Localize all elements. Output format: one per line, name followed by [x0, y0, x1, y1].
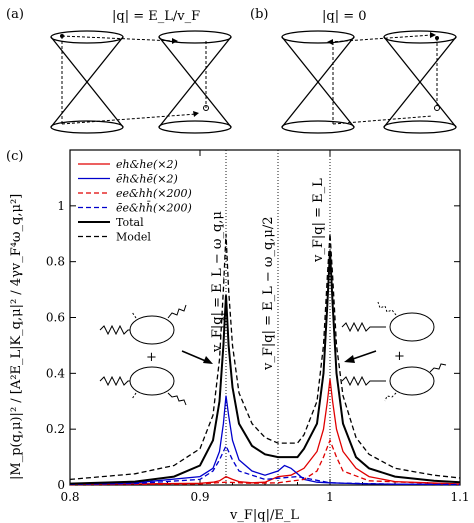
y-tick-label: 0.8 — [46, 255, 65, 269]
y-tick-label: 0.6 — [46, 311, 65, 325]
dirac-cone-left-b — [281, 30, 355, 134]
series-line-3 — [69, 444, 461, 486]
annotation-peak-1: v_F|q| = E_L − ω_q,μ — [210, 211, 225, 353]
panel-a-label: (a) — [6, 7, 24, 22]
series-line-5 — [69, 233, 461, 481]
series-line-0 — [69, 378, 461, 485]
y-tick-label: 0.4 — [46, 366, 65, 380]
panel-b: (b) |q| = 0 — [250, 7, 457, 134]
dirac-cone-left-a — [50, 30, 124, 134]
pointer-arrow-left — [181, 350, 209, 363]
y-tick-label: 0.2 — [46, 422, 65, 436]
pointer-arrowhead-right — [344, 355, 355, 363]
series-line-2 — [69, 438, 461, 486]
transition-arrows-b — [329, 34, 438, 125]
feynman-diagram-right — [341, 301, 447, 402]
legend-entry: ēe&hh̄(×200) — [116, 201, 192, 214]
legend-entry: Model — [116, 231, 151, 244]
legend-entry: Total — [116, 216, 144, 229]
dirac-cone-right-b — [383, 30, 457, 134]
panel-c-label: (c) — [6, 149, 23, 164]
y-tick-label: 0 — [57, 478, 65, 492]
feynman-diagram-left — [99, 304, 187, 406]
panel-a-title: |q| = E_L/v_F — [112, 9, 200, 24]
series-line-4 — [69, 250, 461, 485]
pointer-arrowhead-left — [203, 356, 213, 364]
x-tick-label: 0.8 — [60, 490, 79, 504]
dirac-cone-right-a — [158, 30, 232, 134]
series-line-1 — [69, 395, 461, 486]
x-tick-label: 0.9 — [190, 490, 209, 504]
x-tick-label: 1 — [326, 490, 334, 504]
transition-arrows-a — [61, 35, 207, 125]
x-tick-label: 1.1 — [450, 490, 469, 504]
feynman-plus-right: + — [394, 349, 405, 364]
legend-entry: ee&hh(×200) — [116, 187, 192, 200]
plot-marks: eh&he(×2) ēh&hē(×2)ee&hh(×200)ēe&hh̄(×200… — [69, 150, 461, 486]
panel-b-title: |q| = 0 — [322, 9, 367, 24]
legend-entry: eh&he(×2) — [116, 158, 178, 171]
y-axis-label: |M_p(q,μ)|² / [A²E_L|K_q,μ|² / 4γv_F⁴ω_q… — [9, 194, 24, 480]
y-tick-label: 1 — [57, 199, 65, 213]
panel-b-label: (b) — [250, 7, 268, 22]
feynman-plus-left: + — [146, 350, 157, 365]
annotation-peak-2: v_F|q| = E_L − ω_q,μ/2 — [261, 216, 276, 371]
panel-a: (a) |q| = E_L/v_F — [6, 7, 232, 134]
plot-axes: 0.8 0.9 1 1.1 0 0.2 0.4 0.6 0.8 1 — [46, 149, 470, 504]
pointer-arrow-right — [349, 350, 377, 361]
annotation-peak-3: v_F|q| = E_L — [311, 178, 326, 263]
x-axis-label: v_F|q|/E_L — [229, 508, 299, 523]
legend-entry: ēh&hē(×2) — [116, 173, 178, 186]
